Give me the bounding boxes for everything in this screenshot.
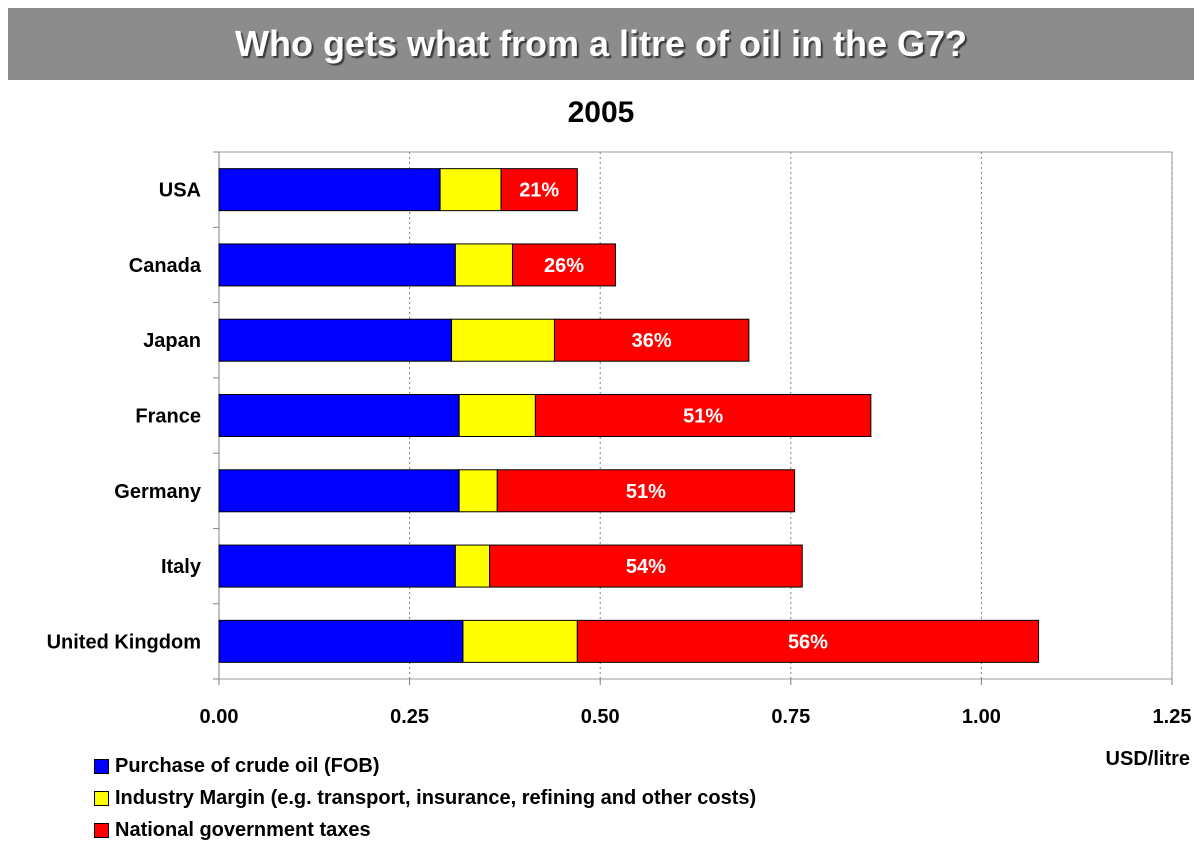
legend-label-taxes: National government taxes (115, 818, 371, 841)
bar-segment (218, 544, 456, 588)
legend-swatch-crude (94, 758, 109, 774)
data-label: 51% (683, 406, 723, 428)
category-label: Germany (114, 481, 202, 503)
bar-segment (218, 619, 464, 663)
bar-segment (218, 243, 456, 287)
bar-segment (458, 394, 536, 437)
bar-segment (454, 544, 491, 588)
x-tick-label: 1.00 (962, 706, 1001, 728)
x-tick-label: 1.25 (1153, 706, 1192, 728)
bar-segment (218, 168, 441, 212)
legend-item-crude: Purchase of crude oil (FOB) (94, 750, 756, 782)
bar-segment (458, 469, 498, 513)
category-label: Canada (129, 255, 202, 277)
bar-segment (576, 619, 1040, 663)
bar-segment (489, 544, 803, 588)
bar-segment (451, 318, 555, 362)
legend-label-margin: Industry Margin (e.g. transport, insuran… (115, 786, 757, 809)
data-label: 56% (788, 631, 828, 653)
legend-swatch-margin (94, 790, 109, 806)
legend-item-margin: Industry Margin (e.g. transport, insuran… (94, 782, 756, 814)
x-tick-label: 0.50 (581, 706, 620, 728)
legend-item-taxes: National government taxes (94, 814, 756, 846)
x-tick-label: 0.75 (771, 706, 810, 728)
data-label: 36% (632, 330, 672, 352)
x-tick-label: 0.00 (200, 706, 239, 728)
bar-segment (218, 469, 460, 513)
bar-segment (496, 469, 796, 513)
bar-segment (218, 318, 453, 362)
category-label: USA (159, 180, 201, 202)
bar-segment (218, 394, 460, 437)
title-banner: Who gets what from a litre of oil in the… (8, 8, 1194, 80)
banner-title: Who gets what from a litre of oil in the… (234, 23, 968, 64)
legend: Purchase of crude oil (FOB) Industry Mar… (94, 750, 756, 846)
data-label: 51% (626, 481, 666, 503)
data-label: 54% (626, 556, 666, 578)
bar-segment (534, 394, 872, 437)
category-label: France (135, 406, 201, 428)
category-label: Japan (143, 330, 201, 352)
data-label: 21% (519, 180, 559, 202)
data-label: 26% (544, 255, 584, 277)
category-label: United Kingdom (47, 631, 201, 653)
legend-label-crude: Purchase of crude oil (FOB) (115, 754, 380, 777)
chart-title: 2005 (567, 96, 635, 129)
bar-segment (439, 168, 502, 212)
bar-segment (512, 243, 616, 287)
bar-segment (462, 619, 578, 663)
x-axis-label: USD/litre (1105, 748, 1190, 770)
category-label: Italy (161, 556, 202, 578)
x-tick-label: 0.25 (390, 706, 429, 728)
legend-swatch-taxes (94, 822, 109, 838)
bar-segment (553, 318, 750, 362)
bar-segment (500, 168, 578, 212)
bar-segment (454, 243, 514, 287)
